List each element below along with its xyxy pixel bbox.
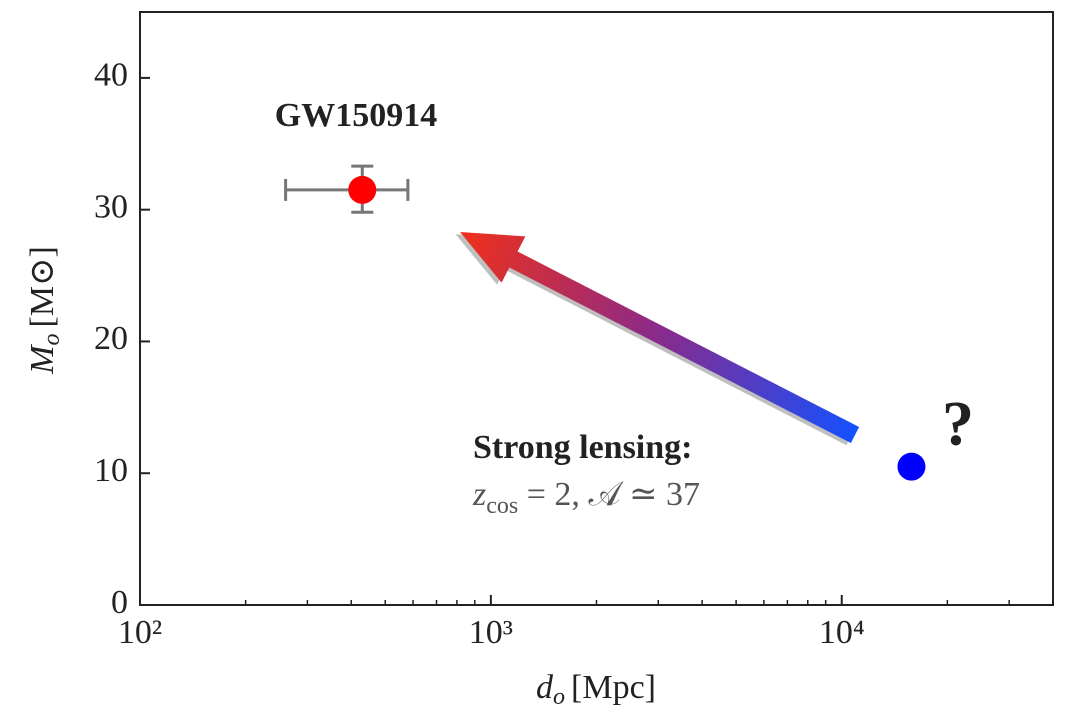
formula-rest: = 2, 𝒜 ≃ 37 — [518, 476, 700, 513]
lensing-formula: zcos = 2, 𝒜 ≃ 37 — [472, 476, 700, 519]
question-mark: ? — [942, 388, 974, 459]
y-tick-label: 0 — [111, 584, 128, 621]
x-axis-label: do [Mpc] — [536, 669, 656, 710]
x-label-subscript: o — [553, 684, 565, 710]
arrow — [455, 232, 860, 446]
point — [897, 452, 926, 481]
y-tick-label: 40 — [94, 57, 128, 94]
y-label-subscript: o — [39, 334, 65, 346]
y-tick-label: 10 — [94, 452, 128, 489]
y-tick-label: 20 — [94, 320, 128, 357]
x-label-unit: [Mpc] — [571, 669, 656, 706]
formula-subscript: cos — [486, 493, 518, 519]
point — [348, 175, 377, 204]
y-tick-label: 30 — [94, 188, 128, 225]
formula-z: z — [472, 476, 486, 513]
y-label-unit: [M⊙] — [24, 246, 61, 327]
x-tick-label: 10⁴ — [819, 614, 865, 651]
y-label-symbol: M — [24, 344, 61, 375]
event-label: GW150914 — [275, 97, 437, 134]
x-tick-label: 10³ — [469, 614, 513, 651]
y-axis-label: Mo [M⊙] — [24, 246, 65, 375]
x-label-symbol: d — [536, 669, 554, 706]
lensing-label: Strong lensing: — [473, 429, 692, 466]
x-tick-label: 10² — [118, 614, 162, 651]
